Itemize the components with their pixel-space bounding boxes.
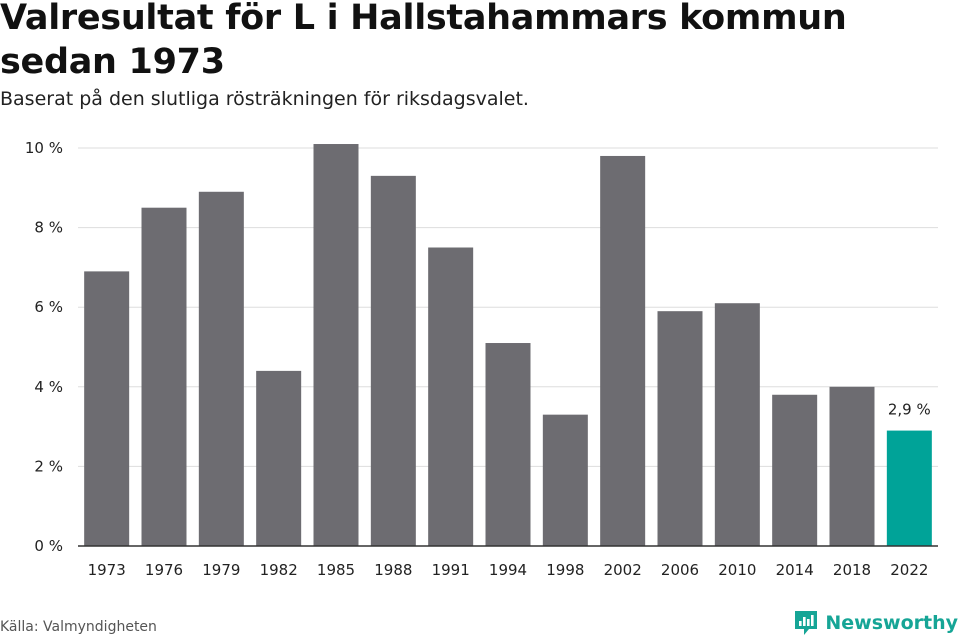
bar — [141, 207, 187, 546]
brand-logo[interactable]: Newsworthy — [793, 609, 958, 637]
bar — [485, 343, 531, 546]
x-tick-label: 1998 — [546, 561, 584, 579]
x-tick-label: 1991 — [432, 561, 470, 579]
x-tick-label: 1994 — [489, 561, 527, 579]
x-tick-label: 1985 — [317, 561, 355, 579]
chart-subtitle: Baserat på den slutliga rösträkningen fö… — [0, 88, 529, 110]
bar — [313, 144, 359, 546]
y-tick-label: 10 % — [25, 139, 63, 157]
y-tick-label: 2 % — [34, 457, 63, 475]
x-tick-label: 1982 — [260, 561, 298, 579]
bar — [600, 155, 646, 546]
bar — [772, 394, 818, 546]
x-tick-label: 2002 — [604, 561, 642, 579]
x-tick-label: 1988 — [374, 561, 412, 579]
brand-name: Newsworthy — [825, 612, 958, 634]
x-tick-label: 1979 — [202, 561, 240, 579]
source-note: Källa: Valmyndigheten — [0, 619, 157, 635]
x-tick-label: 1973 — [88, 561, 126, 579]
y-tick-label: 6 % — [34, 298, 63, 316]
x-tick-label: 1976 — [145, 561, 183, 579]
x-tick-label: 2014 — [776, 561, 814, 579]
x-tick-label: 2022 — [890, 561, 928, 579]
bar — [542, 414, 588, 546]
y-tick-label: 8 % — [34, 219, 63, 237]
bar — [84, 271, 130, 546]
y-tick-label: 0 % — [34, 537, 63, 555]
bar — [657, 311, 703, 546]
newsworthy-logo-icon — [795, 611, 818, 635]
bar — [428, 247, 474, 546]
bar — [256, 370, 302, 546]
bar — [370, 175, 416, 547]
bar — [886, 430, 932, 546]
x-tick-label: 2018 — [833, 561, 871, 579]
chart-title: Valresultat för L i Hallstahammars kommu… — [0, 0, 847, 82]
y-tick-label: 4 % — [34, 378, 63, 396]
data-label: 2,9 % — [888, 401, 931, 419]
bar — [198, 191, 244, 546]
x-tick-label: 2010 — [718, 561, 756, 579]
bar — [714, 303, 760, 546]
bar — [829, 386, 875, 546]
x-tick-label: 2006 — [661, 561, 699, 579]
